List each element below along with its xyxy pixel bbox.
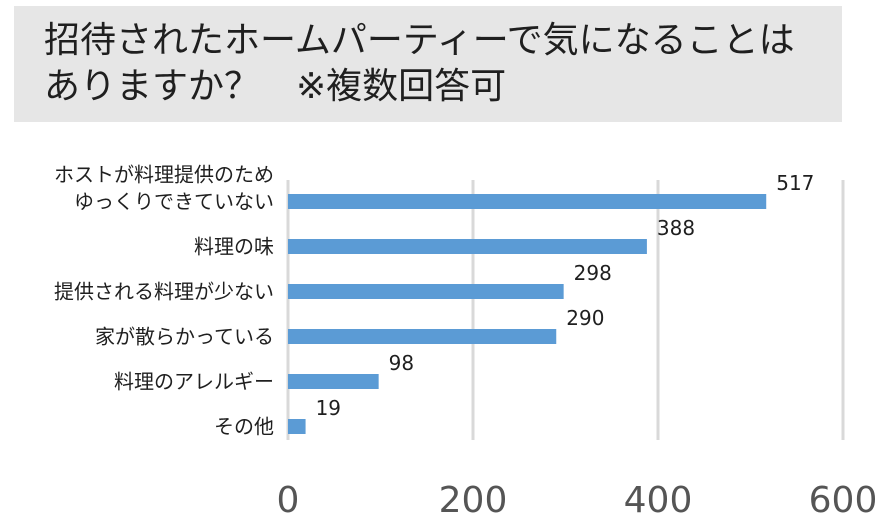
x-tick-label-600: 600 — [809, 480, 878, 520]
data-label-2: 298 — [574, 261, 612, 285]
category-label-0-1: ゆっくりできていない — [74, 190, 274, 214]
category-label-0-0: ホストが料理提供のため — [54, 163, 274, 187]
category-label-2: 提供される料理が少ない — [54, 280, 274, 304]
chart-title-line-2: ありますか？ ※複数回答可 — [44, 66, 507, 107]
title-box: 招待されたホームパーティーで気になることは ありますか？ ※複数回答可 — [14, 6, 842, 122]
bar-3 — [288, 329, 557, 344]
bar-0 — [288, 194, 767, 209]
bar-4 — [288, 374, 379, 389]
data-label-3: 290 — [566, 306, 604, 330]
category-label-1: 料理の味 — [194, 235, 274, 259]
x-tick-label-400: 400 — [624, 480, 693, 520]
bar-1 — [288, 239, 647, 254]
x-tick-label-200: 200 — [439, 480, 508, 520]
data-label-4: 98 — [389, 351, 414, 375]
category-label-3: 家が散らかっている — [95, 325, 274, 349]
bar-2 — [288, 284, 564, 299]
chart-title-line-1: 招待されたホームパーティーで気になることは — [44, 20, 795, 61]
data-label-5: 19 — [316, 396, 341, 420]
bar-5 — [288, 419, 306, 434]
category-label-4: 料理のアレルギー — [114, 370, 274, 394]
category-label-5: その他 — [214, 415, 274, 439]
data-label-1: 388 — [657, 216, 695, 240]
x-tick-label-0: 0 — [277, 480, 300, 520]
data-label-0: 517 — [776, 171, 814, 195]
